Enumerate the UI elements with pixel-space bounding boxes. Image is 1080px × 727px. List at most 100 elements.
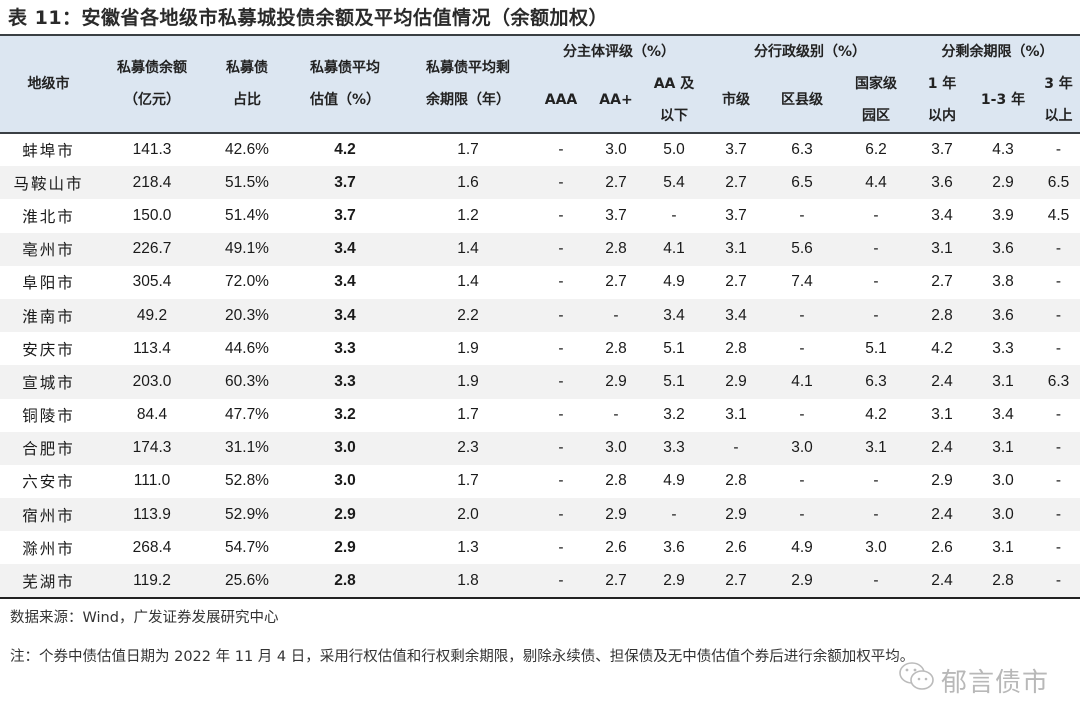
table-title: 表 11：安徽省各地级市私募城投债余额及平均估值情况（余额加权） (8, 7, 609, 29)
cell-gt3: - (1055, 505, 1062, 523)
cell-avg-term: 1.7 (457, 406, 479, 424)
cell-lt1: 2.4 (931, 372, 953, 390)
table-row: 蚌埠市 141.3 42.6% 4.2 1.7 - 3.0 5.0 3.7 6.3 6.2 3.7 4.… (0, 133, 1080, 166)
cell-aa-below: 5.0 (663, 141, 685, 159)
cell-balance: 150.0 (132, 206, 172, 224)
cell-lt1: 2.4 (931, 439, 953, 457)
cell-avg-val: 3.0 (334, 439, 356, 457)
cell-aaa: - (558, 173, 564, 191)
cell-city: 六安市 (22, 474, 75, 492)
cell-avg-term: 1.3 (457, 538, 479, 556)
cell-national: 3.1 (865, 439, 887, 457)
cell-y1-3: 3.1 (992, 538, 1014, 556)
cell-share: 47.7% (225, 406, 269, 424)
table-row: 铜陵市 84.4 47.7% 3.2 1.7 - - 3.2 3.1 - 4.2 3.1 3.4 - (0, 399, 1080, 432)
table-row: 安庆市 113.4 44.6% 3.3 1.9 - 2.8 5.1 2.8 - 5.1 4.2 3.3 - (0, 332, 1080, 365)
cell-y1-3: 3.0 (992, 505, 1014, 523)
cell-y1-3: 3.6 (992, 240, 1014, 258)
table-body: 蚌埠市 141.3 42.6% 4.2 1.7 - 3.0 5.0 3.7 6.3 6.2 3.7 4.… (0, 133, 1080, 598)
cell-gt3: - (1055, 306, 1062, 324)
cell-avg-term: 1.6 (457, 173, 479, 191)
cell-aa-below: 4.1 (663, 240, 685, 258)
cell-national: - (873, 240, 879, 258)
footnote: 注：个券中债估值日期为 2022 年 11 月 4 日，采用行权估值和行权剩余期… (10, 649, 915, 665)
cell-avg-val: 3.0 (334, 472, 356, 490)
cell-avg-val: 4.2 (334, 141, 356, 159)
cell-county-level: 5.6 (791, 240, 813, 258)
cell-aa-plus: - (613, 406, 619, 424)
cell-national: - (873, 571, 879, 589)
cell-city: 滁州市 (22, 540, 75, 558)
cell-city: 马鞍山市 (13, 175, 84, 193)
cell-lt1: 2.8 (931, 306, 953, 324)
header-aa-below: AA 及以下 (653, 76, 695, 124)
cell-city-level: 3.1 (725, 406, 747, 424)
cell-gt3: 6.5 (1047, 173, 1070, 191)
table-row: 亳州市 226.7 49.1% 3.4 1.4 - 2.8 4.1 3.1 5.6 - 3.1 3.6 - (0, 232, 1080, 266)
cell-y1-3: 3.1 (992, 439, 1014, 457)
header-group-admin: 分行政级别（%） (753, 44, 867, 60)
cell-share: 44.6% (225, 339, 269, 357)
cell-city-level: 2.7 (725, 571, 747, 589)
table-row: 宣城市 203.0 60.3% 3.3 1.9 - 2.9 5.1 2.9 4.1 6.3 2.4 3.… (0, 365, 1080, 399)
cell-aa-below: 3.6 (663, 538, 685, 556)
cell-county-level: - (799, 472, 805, 490)
cell-city: 铜陵市 (22, 408, 75, 426)
cell-lt1: 4.2 (931, 339, 953, 357)
cell-y1-3: 4.3 (992, 141, 1014, 159)
cell-aa-plus: 3.0 (605, 141, 627, 159)
cell-national: 6.3 (865, 372, 887, 390)
cell-gt3: - (1055, 439, 1062, 457)
cell-city-level: 2.7 (725, 173, 747, 191)
cell-y1-3: 3.4 (992, 406, 1014, 424)
cell-avg-term: 1.4 (457, 240, 479, 258)
cell-county-level: 6.3 (791, 141, 813, 159)
cell-aaa: - (558, 472, 564, 490)
cell-city: 安庆市 (22, 341, 75, 359)
table-row: 阜阳市 305.4 72.0% 3.4 1.4 - 2.7 4.9 2.7 7.4 - 2.7 3.8 - (0, 266, 1080, 299)
watermark-text: 郁言债市 (941, 667, 1050, 698)
header-share: 私募债 占比 (226, 60, 268, 108)
cell-aa-plus: 2.9 (605, 372, 627, 390)
cell-aa-below: 5.4 (663, 173, 685, 191)
header-avg-valuation: 私募债平均 估值（%） (309, 60, 381, 108)
cell-share: 51.5% (225, 173, 269, 191)
cell-y1-3: 3.1 (992, 372, 1014, 390)
cell-city-level: - (733, 439, 739, 457)
cell-city: 亳州市 (22, 242, 75, 260)
header-1-3y: 1-3 年 (980, 92, 1026, 108)
cell-share: 54.7% (225, 538, 269, 556)
cell-balance: 141.3 (132, 141, 172, 159)
header-aa-plus: AA+ (599, 92, 633, 108)
cell-city: 宣城市 (22, 374, 75, 392)
table-row: 六安市 111.0 52.8% 3.0 1.7 - 2.8 4.9 2.8 - - 2.9 3.0 - (0, 465, 1080, 498)
cell-avg-term: 2.2 (457, 306, 479, 324)
cell-city: 芜湖市 (22, 573, 75, 591)
wechat-icon (897, 660, 941, 701)
cell-gt3: 4.5 (1047, 206, 1070, 224)
cell-share: 72.0% (225, 273, 269, 291)
cell-lt1: 2.4 (931, 571, 953, 589)
header-national-park: 国家级 园区 (855, 76, 897, 124)
cell-aa-plus: 3.0 (605, 439, 627, 457)
cell-lt1: 2.9 (931, 472, 953, 490)
cell-aa-below: - (671, 206, 677, 224)
cell-gt3: - (1055, 406, 1062, 424)
cell-county-level: - (799, 339, 805, 357)
cell-city: 阜阳市 (22, 275, 75, 293)
cell-balance: 174.3 (132, 439, 172, 457)
cell-city-level: 2.7 (725, 273, 747, 291)
cell-aa-plus: 3.7 (605, 206, 627, 224)
cell-avg-val: 2.8 (334, 571, 356, 589)
cell-county-level: - (799, 505, 805, 523)
cell-national: - (873, 306, 879, 324)
table-header: 地级市 私募债余额 （亿元） 私募债 占比 私募债平均 估值（%） 私募债平均剩 余期限… (0, 35, 1080, 133)
table-row: 淮北市 150.0 51.4% 3.7 1.2 - 3.7 - 3.7 - - 3.4 3.9 4.5 (0, 199, 1080, 232)
data-source: 数据来源：Wind，广发证券发展研究中心 (10, 610, 279, 626)
cell-aa-plus: 2.9 (605, 505, 627, 523)
header-balance: 私募债余额 （亿元） (117, 60, 187, 108)
cell-avg-term: 1.8 (457, 571, 479, 589)
cell-national: 3.0 (865, 538, 887, 556)
cell-aaa: - (558, 206, 564, 224)
cell-gt3: 6.3 (1047, 372, 1070, 390)
